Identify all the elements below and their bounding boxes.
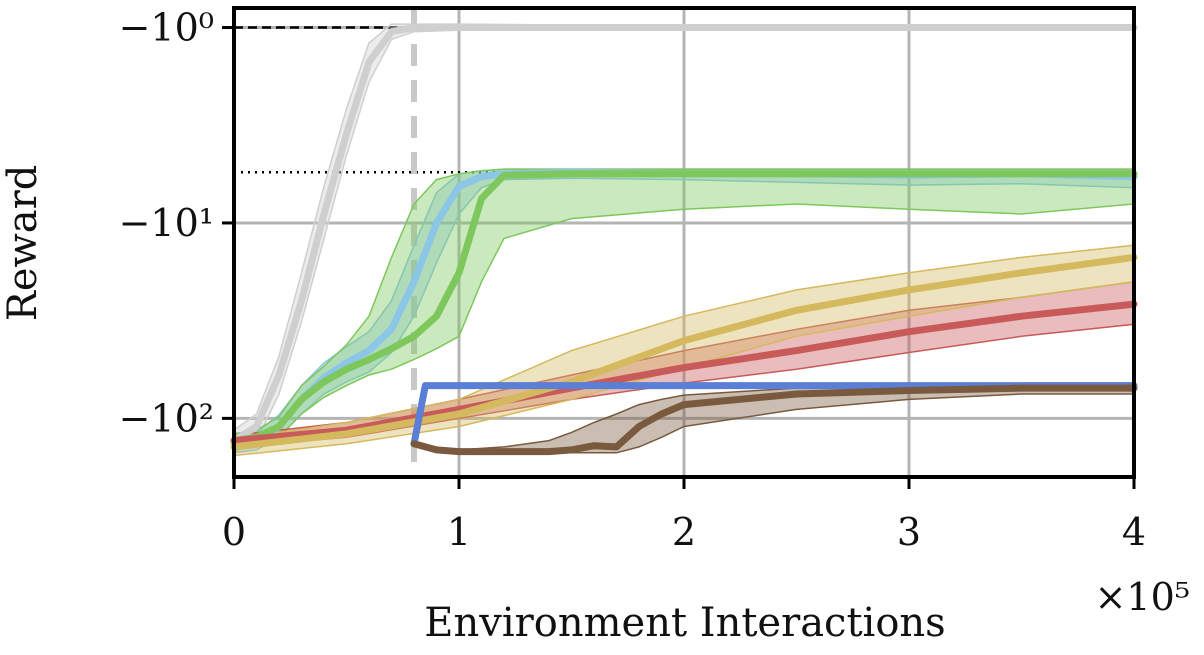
y-ticks: −10⁰ −10¹ −10²	[119, 6, 234, 440]
x-ticks: 0 1 2 3 4	[222, 477, 1146, 554]
y-tick-label: −10⁰	[119, 6, 214, 50]
y-axis-title: Reward	[0, 165, 46, 322]
x-tick-label: 0	[222, 510, 246, 554]
x-tick-label: 1	[447, 510, 471, 554]
series-lines	[230, 24, 1138, 456]
y-tick-label: −10¹	[119, 201, 214, 245]
x-axis-exponent: ×10⁵	[1095, 575, 1190, 619]
x-axis-title: Environment Interactions	[424, 600, 945, 646]
series-line-2	[230, 170, 1138, 445]
y-tick-label: −10²	[119, 396, 214, 440]
x-tick-label: 3	[897, 510, 921, 554]
series-line-4	[230, 253, 1138, 451]
x-tick-label: 2	[672, 510, 696, 554]
series-line-0	[230, 24, 1138, 445]
x-tick-label: 4	[1122, 510, 1146, 554]
series-line-3	[230, 300, 1138, 445]
series-line-6	[410, 384, 1138, 456]
